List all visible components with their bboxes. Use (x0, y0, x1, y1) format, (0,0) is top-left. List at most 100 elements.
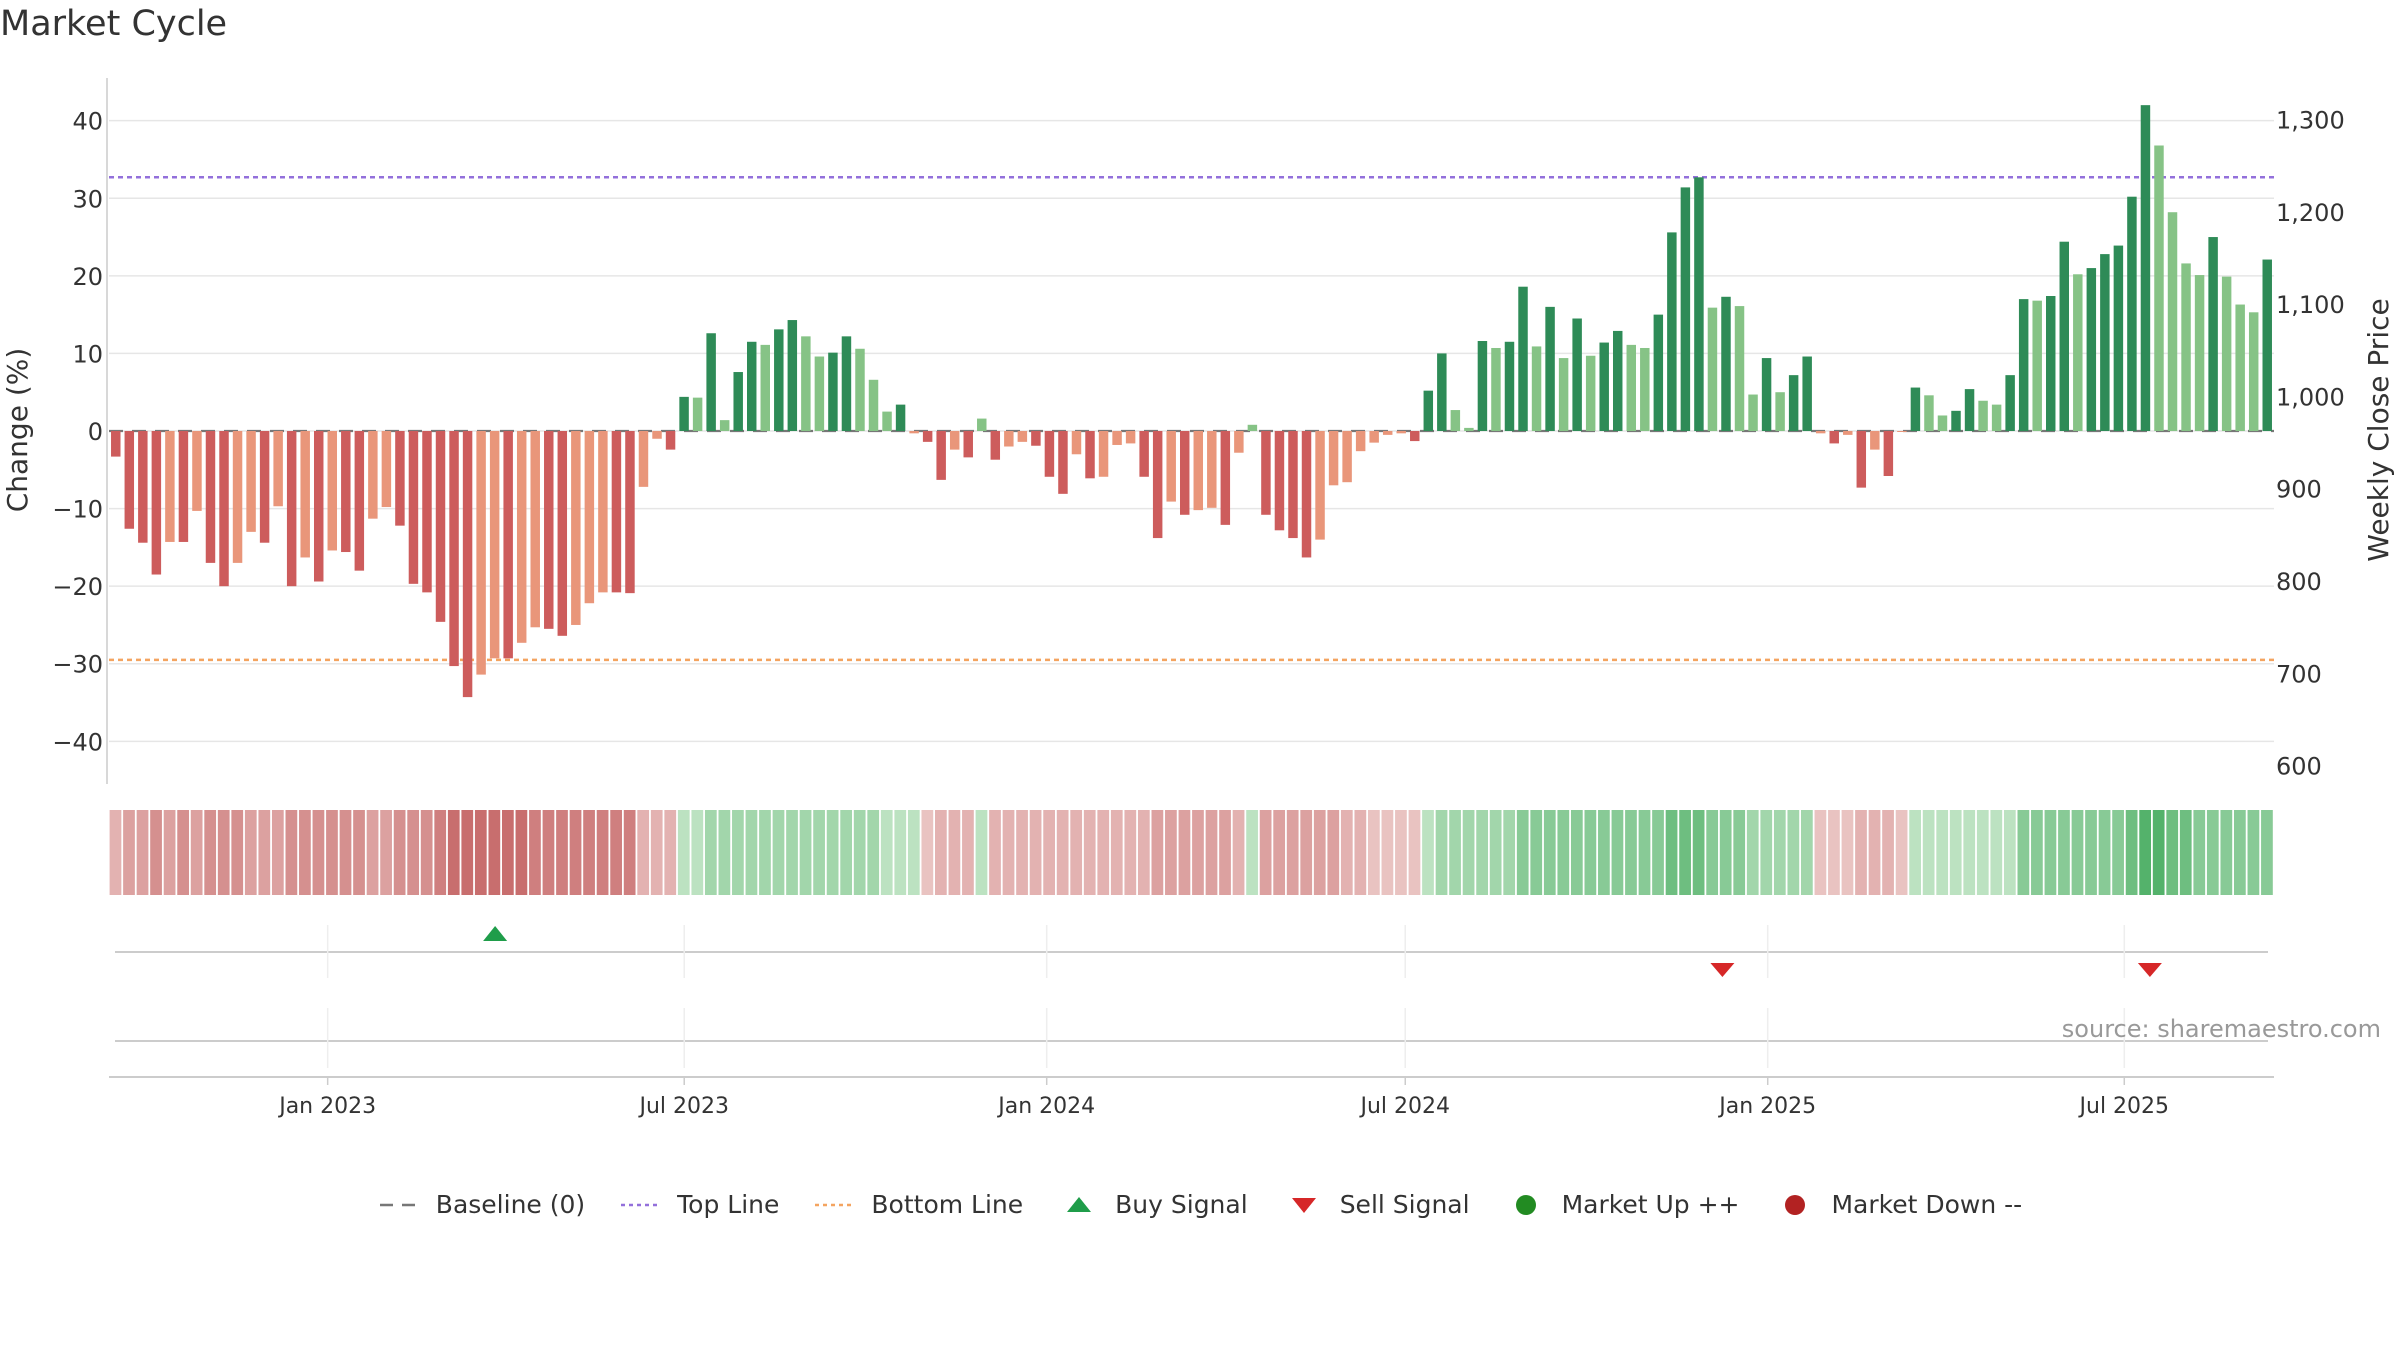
band-cell (177, 810, 189, 895)
change-bar (1207, 431, 1217, 508)
legend-item-sell[interactable]: Sell Signal (1282, 1190, 1470, 1219)
band-cell (2139, 810, 2152, 895)
change-bar (1653, 314, 1664, 431)
band-cell (610, 810, 622, 895)
change-bar (368, 431, 378, 519)
band-cell (1801, 810, 1813, 895)
reference-lines (109, 176, 2274, 662)
change-bar (1802, 356, 1812, 431)
change-bar (1626, 344, 1637, 431)
change-bar (422, 431, 432, 593)
band-cell (1273, 810, 1286, 895)
change-bar (1004, 431, 1014, 447)
legend-item-baseline[interactable]: Baseline (0) (378, 1190, 585, 1219)
x-tick-label: Jul 2024 (1358, 1094, 1450, 1119)
change-bar (828, 352, 838, 431)
change-bar (706, 333, 716, 431)
change-bar (1585, 355, 1596, 431)
band-cell (2125, 810, 2138, 895)
band-cell (231, 810, 244, 895)
circle-icon (1785, 1194, 1806, 1215)
band-cell (258, 810, 271, 895)
legend-item-market-down[interactable]: Market Down -- (1773, 1190, 2022, 1219)
change-bar (1558, 358, 1569, 431)
band-cell (380, 810, 392, 895)
change-bar (652, 431, 662, 439)
change-bar (665, 431, 676, 450)
band-cell (745, 810, 758, 895)
band-cell (1746, 810, 1759, 895)
change-bar (449, 431, 459, 667)
change-bar (124, 431, 135, 529)
change-bar (679, 396, 689, 431)
band-cell (326, 810, 338, 895)
y-tick-label: −30 (52, 651, 103, 679)
change-bar (1437, 353, 1447, 431)
y-tick-label: −10 (52, 496, 103, 524)
y2-tick-label: 1,100 (2276, 291, 2345, 319)
band-cell (353, 810, 365, 895)
band-cell (677, 810, 690, 895)
band-cell (1882, 810, 1894, 895)
band-cell (271, 810, 284, 895)
change-bar (1179, 431, 1190, 515)
band-cell (1097, 810, 1110, 895)
change-bar (2208, 237, 2218, 431)
dotted-line-icon (621, 1203, 662, 1206)
legend-item-market-up[interactable]: Market Up ++ (1504, 1190, 1739, 1219)
band-cell (474, 810, 487, 895)
change-bar (1369, 431, 1379, 443)
x-tick-label: Jan 2023 (277, 1094, 376, 1119)
band-cell (1002, 810, 1015, 895)
legend-item-buy[interactable]: Buy Signal (1057, 1190, 1248, 1219)
band-cell (1043, 810, 1055, 895)
change-bar (1991, 404, 2002, 431)
change-bar (1247, 424, 1258, 431)
change-bar (286, 431, 297, 587)
change-bar (1667, 232, 1677, 431)
band-cell (583, 810, 595, 895)
legend-item-bottom-line[interactable]: Bottom Line (813, 1190, 1023, 1219)
change-bar (774, 329, 784, 431)
band-cell (1354, 810, 1367, 895)
change-bar (462, 431, 473, 698)
market-cycle-chart: −40 −30 −20 −10 0 10 20 30 40 600 700 800 900 1,000 1… (1, 78, 2395, 1119)
change-bar (435, 431, 446, 622)
change-bar (1545, 306, 1555, 431)
y-tick-label: 0 (88, 418, 103, 446)
band-cell (1422, 810, 1434, 895)
change-bar (1612, 330, 1623, 431)
band-cell (1205, 810, 1218, 895)
band-cell (664, 810, 677, 895)
band-cell (1936, 810, 1949, 895)
triangle-down-icon (1291, 1197, 1316, 1213)
change-bar (922, 431, 933, 442)
band-cell (1489, 810, 1502, 895)
change-bar (1924, 395, 1934, 431)
band-cell (907, 810, 920, 895)
change-bar (544, 431, 554, 629)
band-cell (2098, 810, 2111, 895)
change-bar (1599, 342, 1609, 431)
change-bar (259, 431, 270, 543)
change-bar (219, 431, 229, 587)
legend-item-top-line[interactable]: Top Line (619, 1190, 779, 1219)
band-cell (1611, 810, 1624, 895)
change-bar (1734, 306, 1745, 431)
band-cell (190, 810, 203, 895)
band-cell (989, 810, 1001, 895)
change-bar (1640, 347, 1650, 431)
change-bar (1044, 431, 1055, 477)
change-bar (1491, 347, 1501, 431)
buy-signal-marker (483, 926, 508, 941)
band-cell (1706, 810, 1719, 895)
change-bar (1410, 431, 1420, 442)
band-cell (502, 810, 514, 895)
change-bar (1815, 431, 1826, 434)
y2-tick-label: 1,200 (2276, 199, 2345, 227)
change-bar (1531, 346, 1542, 431)
band-cell (123, 810, 135, 895)
x-axis: Jan 2023 Jul 2023 Jan 2024 Jul 2024 Jan 2025… (109, 1076, 2274, 1119)
change-bar (381, 431, 392, 508)
change-bar (165, 431, 175, 542)
